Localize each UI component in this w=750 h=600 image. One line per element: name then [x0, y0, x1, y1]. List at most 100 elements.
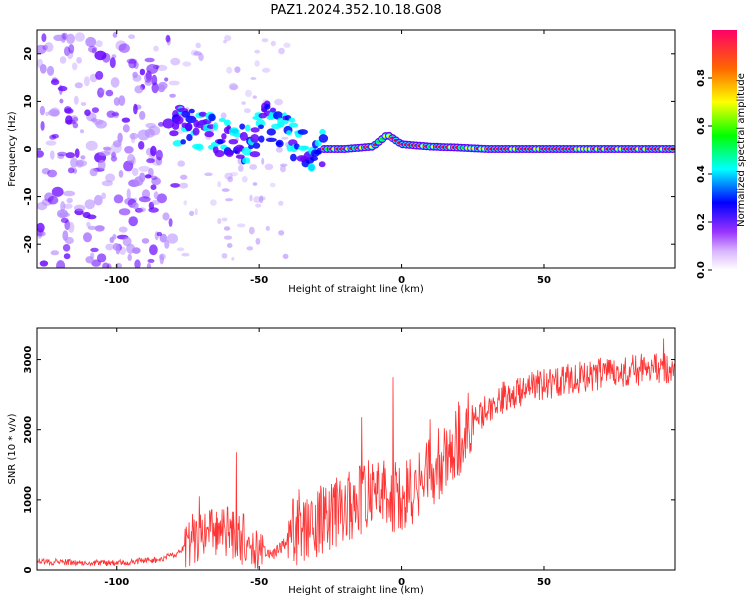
- signal-blob: [212, 122, 219, 131]
- noise-blob: [111, 152, 117, 163]
- noise-blob: [110, 77, 120, 88]
- noise-blob: [72, 117, 78, 122]
- noise-blob: [254, 49, 261, 54]
- noise-blob: [227, 176, 233, 183]
- noise-blob: [253, 196, 261, 203]
- noise-blob: [221, 253, 228, 259]
- signal-blob: [252, 142, 261, 149]
- noise-blob: [58, 84, 63, 95]
- noise-blob: [57, 154, 65, 159]
- noise-blob: [146, 262, 152, 268]
- noise-blob: [103, 146, 112, 151]
- noise-blob: [95, 225, 105, 229]
- noise-blob: [156, 231, 163, 237]
- noise-blob: [283, 42, 291, 48]
- noise-blob: [85, 36, 97, 48]
- noise-blob: [37, 44, 47, 55]
- noise-blob: [72, 168, 78, 174]
- signal-blob: [195, 143, 204, 151]
- noise-blob: [134, 85, 144, 94]
- noise-blob: [112, 32, 118, 38]
- noise-blob: [159, 233, 167, 243]
- noise-blob: [162, 118, 174, 129]
- noise-blob: [109, 57, 116, 69]
- noise-blob: [248, 226, 255, 235]
- signal-blob: [241, 146, 252, 156]
- y-tick-label: 1000: [23, 486, 34, 514]
- noise-blob: [234, 66, 241, 73]
- noise-blob: [141, 238, 150, 244]
- noise-blob: [59, 56, 67, 64]
- noise-blob: [96, 253, 107, 263]
- noise-blob: [63, 203, 73, 209]
- noise-blob: [165, 34, 171, 43]
- noise-blob: [225, 198, 233, 202]
- signal-blob: [221, 133, 227, 140]
- noise-blob: [221, 188, 230, 192]
- noise-blob: [241, 101, 246, 105]
- signal-blob: [223, 119, 231, 127]
- noise-blob: [95, 40, 103, 48]
- noise-blob: [37, 230, 46, 237]
- noise-blob: [169, 93, 176, 98]
- signal-blob: [250, 127, 260, 133]
- signal-blob: [265, 137, 277, 142]
- noise-blob: [280, 165, 286, 173]
- signal-blob: [181, 110, 191, 118]
- noise-blob: [47, 195, 59, 205]
- noise-blob: [59, 98, 64, 104]
- noise-blob: [83, 232, 92, 243]
- signal-blob: [173, 115, 184, 125]
- y-tick-label: 20: [23, 47, 34, 61]
- noise-blob: [86, 214, 97, 220]
- noise-blob: [50, 150, 55, 160]
- noise-blob: [67, 167, 75, 174]
- signal-blob: [269, 107, 277, 113]
- noise-blob: [262, 67, 271, 73]
- noise-blob: [45, 140, 57, 146]
- noise-blob: [151, 82, 159, 94]
- noise-blob: [37, 150, 44, 158]
- x-tick-label: 50: [537, 577, 551, 588]
- noise-blob: [139, 68, 146, 76]
- noise-blob: [193, 51, 202, 56]
- noise-blob: [131, 167, 139, 177]
- noise-blob: [83, 76, 90, 87]
- noise-blob: [255, 237, 261, 245]
- signal-blob: [249, 151, 261, 158]
- signal-blob: [192, 127, 200, 136]
- noise-blob: [74, 82, 83, 89]
- signal-blob: [239, 131, 248, 141]
- signal-blob: [318, 161, 326, 168]
- noise-blob: [138, 165, 151, 172]
- noise-blob: [129, 132, 139, 140]
- y-tick-label: -20: [23, 235, 34, 253]
- noise-blob: [135, 207, 143, 213]
- noise-blob: [148, 125, 161, 136]
- noise-blob: [39, 260, 49, 267]
- noise-blob: [278, 47, 285, 55]
- noise-blob: [68, 44, 75, 54]
- noise-blob: [241, 176, 248, 183]
- x-tick-label: 0: [398, 275, 405, 286]
- x-tick-label: -100: [104, 577, 129, 588]
- noise-blob: [128, 34, 136, 39]
- noise-blob: [87, 225, 97, 230]
- x-tick-label: 50: [537, 275, 551, 286]
- noise-blob: [37, 222, 45, 233]
- noise-blob: [246, 246, 254, 251]
- noise-blob: [97, 87, 105, 98]
- noise-blob: [153, 191, 159, 200]
- noise-blob: [115, 245, 121, 255]
- colorbar-tick-label: 0.6: [696, 117, 707, 135]
- y-tick-label: 2000: [23, 416, 34, 444]
- noise-blob: [148, 207, 159, 213]
- noise-blob: [70, 157, 78, 168]
- noise-blob: [105, 173, 116, 183]
- noise-blob: [112, 140, 122, 148]
- noise-blob: [148, 64, 157, 70]
- noise-blob: [126, 58, 137, 64]
- noise-blob: [275, 146, 283, 153]
